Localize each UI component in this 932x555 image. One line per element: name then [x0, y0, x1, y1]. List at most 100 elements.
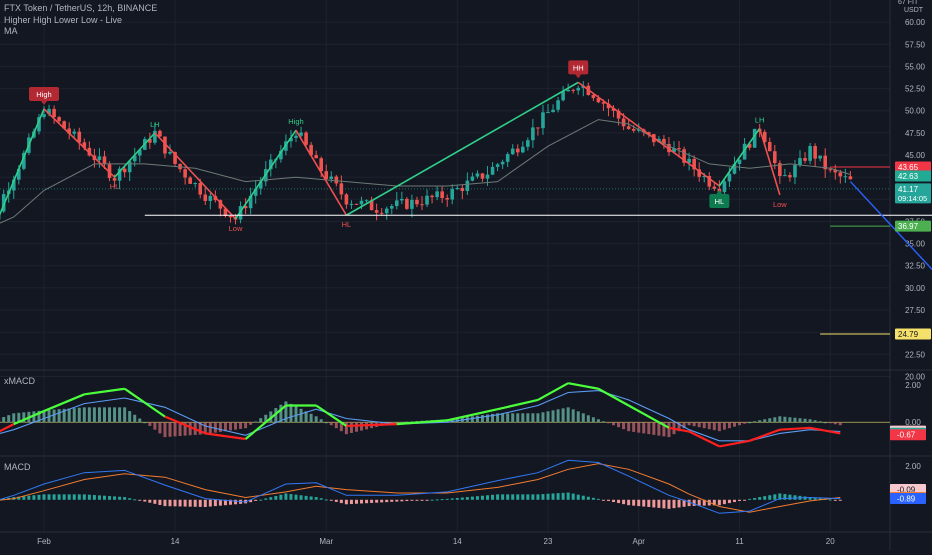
candle-body	[491, 167, 495, 175]
price-tick-label: 27.50	[905, 306, 926, 315]
macd-histogram-bar	[254, 500, 257, 501]
macd-histogram-bar	[516, 494, 519, 499]
xmacd-histogram-bar	[355, 422, 358, 432]
xmacd-histogram-bar	[819, 421, 822, 422]
xmacd-histogram-bar	[476, 416, 479, 423]
xmacd-histogram-bar	[320, 419, 323, 422]
macd-histogram-bar	[295, 495, 298, 500]
macd-histogram-bar	[753, 498, 756, 500]
xmacd-histogram-bar	[541, 412, 544, 422]
macd-histogram-bar	[421, 500, 424, 501]
macd-histogram-bar	[612, 500, 615, 502]
macd-histogram-bar	[350, 500, 353, 504]
pivot-label: HL	[342, 220, 352, 229]
symbol-title[interactable]: FTX Token / TetherUS, 12h, BINANCE	[4, 3, 157, 14]
date-tick-label: 20	[826, 537, 835, 546]
macd-histogram-bar	[133, 499, 136, 500]
xmacd-histogram-bar	[693, 422, 696, 426]
xmacd-histogram-bar	[632, 422, 635, 432]
candle-body	[435, 191, 439, 197]
xmacd-histogram-bar	[778, 416, 781, 422]
macd-histogram-bar	[758, 497, 761, 500]
xmacd-histogram-bar	[174, 422, 177, 436]
xmacd-histogram-bar	[350, 422, 353, 433]
macd-histogram-bar	[320, 498, 323, 500]
price-tick-label: 32.50	[905, 262, 926, 271]
macd-histogram-bar	[486, 495, 489, 500]
macd-histogram-bar	[340, 500, 343, 503]
pivot-label: HH	[573, 63, 584, 72]
xmacd-histogram-bar	[259, 418, 262, 422]
xmacd-histogram-bar	[2, 417, 5, 422]
candle-body	[844, 176, 848, 177]
xmacd-histogram-bar	[118, 407, 121, 422]
candle-body	[632, 129, 636, 131]
xmacd-histogram-bar	[834, 422, 837, 424]
price-scale-marker-text: 36.97	[898, 222, 919, 231]
xmacd-histogram-bar	[814, 420, 817, 422]
macd-histogram-bar	[380, 500, 383, 503]
candle-body	[229, 216, 233, 217]
macd-histogram-bar	[335, 500, 338, 502]
macd-histogram-bar	[128, 498, 131, 500]
candle-body	[561, 91, 565, 100]
macd-histogram-bar	[572, 494, 575, 500]
xmacd-histogram-bar	[58, 409, 61, 422]
candle-body	[773, 151, 777, 163]
macd-histogram-bar	[723, 500, 726, 504]
price-scale-marker-text: 24.79	[898, 330, 919, 339]
macd-histogram-bar	[300, 495, 303, 500]
macd-histogram-bar	[567, 493, 570, 500]
candle-body	[405, 199, 409, 209]
xmacd-histogram-bar	[738, 422, 741, 425]
xmacd-histogram-bar	[667, 422, 670, 437]
macd-histogram-bar	[204, 500, 207, 507]
xmacd-histogram-bar	[743, 422, 746, 423]
macd-histogram-bar	[88, 495, 91, 500]
candle-body	[410, 200, 414, 209]
xmacd-histogram-bar	[602, 421, 605, 422]
xmacd-histogram-bar	[128, 411, 131, 422]
macd-histogram-bar	[274, 496, 277, 500]
indicator-zigzag-label[interactable]: Higher High Lower Low - Live	[4, 15, 122, 26]
macd-histogram-bar	[627, 500, 630, 505]
xmacd-histogram-bar	[53, 410, 56, 423]
macd-histogram-bar	[400, 500, 403, 502]
xmacd-histogram-bar	[98, 407, 101, 422]
candle-body	[440, 191, 444, 198]
date-tick-label: 14	[171, 537, 180, 546]
xmacd-histogram-bar	[219, 422, 222, 432]
pivot-label: HL	[715, 197, 725, 206]
xmacd-histogram-bar	[804, 419, 807, 422]
xmacd-histogram-bar	[733, 422, 736, 426]
candle-body	[496, 164, 500, 167]
macd-histogram-bar	[325, 499, 328, 500]
xmacd-histogram-bar	[572, 409, 575, 422]
macd-title[interactable]: MACD	[4, 462, 31, 473]
macd-histogram-bar	[53, 494, 56, 499]
xmacd-histogram-bar	[138, 419, 141, 423]
macd-histogram-bar	[431, 500, 434, 501]
indicator-ma-label[interactable]: MA	[4, 26, 18, 37]
macd-histogram-bar	[305, 496, 308, 500]
macd-histogram-bar	[199, 500, 202, 507]
xmacd-title[interactable]: xMACD	[4, 376, 35, 387]
candle-body	[471, 177, 475, 181]
xmacd-histogram-bar	[521, 413, 524, 422]
xmacd-histogram-bar	[647, 422, 650, 434]
macd-histogram-bar	[279, 495, 282, 500]
price-scale-marker-text: 42.63	[898, 172, 919, 181]
xmacd-histogram-bar	[325, 422, 328, 423]
macd-histogram-bar	[461, 498, 464, 500]
macd-histogram-bar	[365, 500, 368, 503]
macd-histogram-bar	[531, 494, 534, 499]
macd-histogram-bar	[269, 497, 272, 500]
candle-body	[808, 146, 812, 161]
macd-histogram-bar	[214, 500, 217, 506]
xmacd-histogram-bar	[113, 407, 116, 422]
candle-body	[188, 178, 192, 184]
xmacd-histogram-bar	[597, 419, 600, 422]
macd-histogram-bar	[405, 500, 408, 501]
